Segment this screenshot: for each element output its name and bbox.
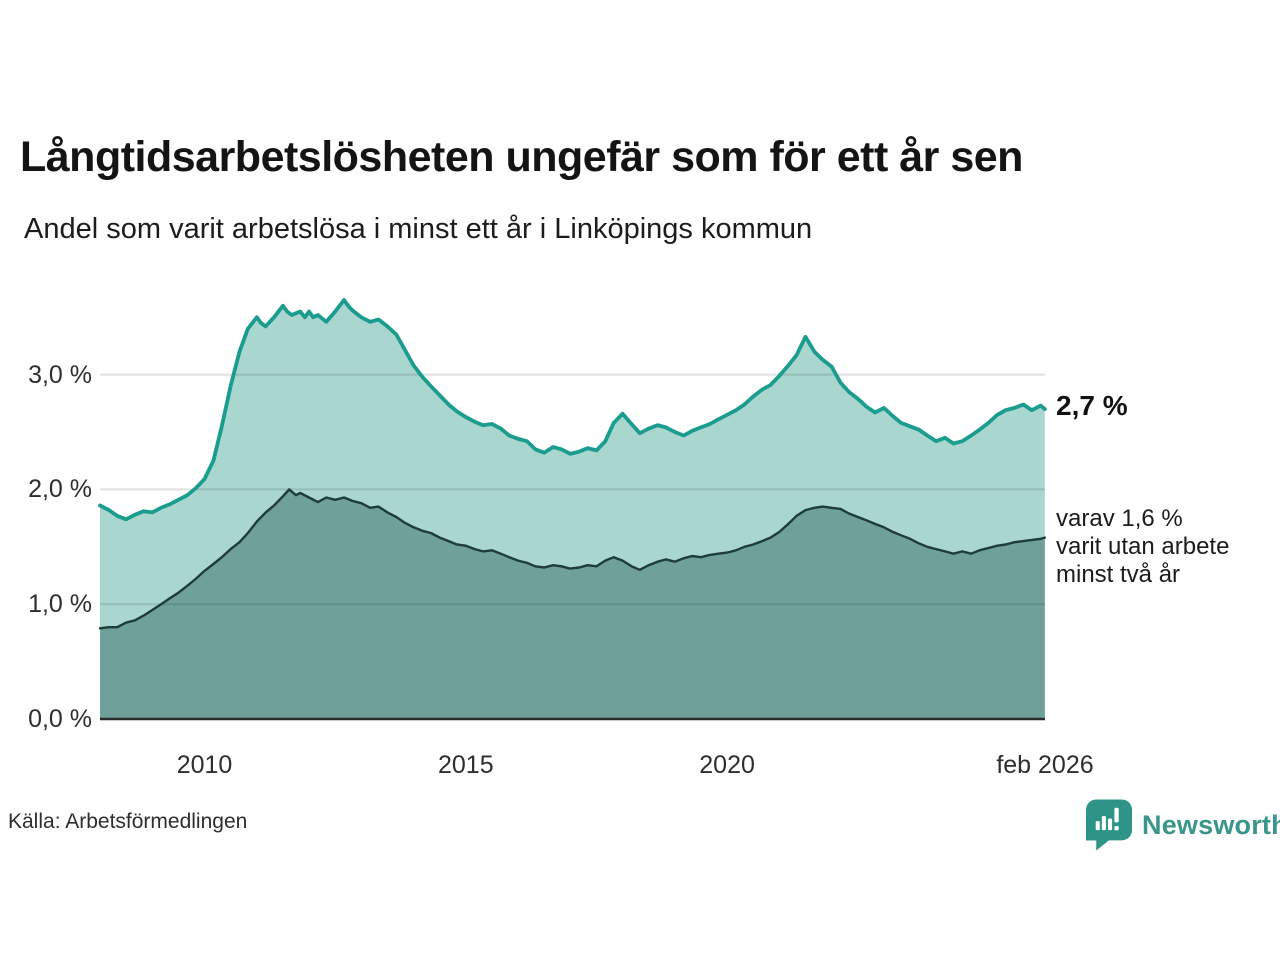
line-unemployed-two-years — [98, 488, 1046, 630]
x-tick-label: 2015 — [438, 751, 494, 779]
y-tick-label: 2,0 % — [28, 475, 92, 504]
x-tick-label: 2020 — [699, 751, 755, 779]
gridlines — [100, 373, 1045, 606]
detail-annotation-line: varav 1,6 % — [1056, 505, 1183, 532]
logo-exclamation-icon — [1114, 807, 1119, 823]
x-tick-label: feb 2026 — [996, 751, 1094, 779]
newsworthy-logo: Newsworthy — [1086, 799, 1280, 851]
y-tick-label: 3,0 % — [28, 360, 92, 389]
logo-bar-icon — [1107, 818, 1113, 831]
newsworthy-icon — [1086, 799, 1132, 851]
source-label: Källa: Arbetsförmedlingen — [8, 810, 248, 833]
y-tick-label: 1,0 % — [28, 590, 92, 619]
y-tick-label: 0,0 % — [28, 705, 92, 733]
detail-annotation-line: minst två år — [1056, 561, 1181, 588]
area-unemployed-two-years — [100, 489, 1045, 719]
logo-bar-icon — [1095, 821, 1100, 831]
detail-annotation-line: varit utan arbete — [1056, 533, 1230, 560]
logo-exclamation-dot-icon — [1114, 826, 1119, 831]
line-unemployed-one-year — [98, 298, 1047, 522]
newsworthy-wordmark: Newsworthy — [1142, 809, 1280, 840]
x-tick-label: 2010 — [176, 751, 233, 779]
latest-value-label: 2,7 % — [1056, 390, 1128, 421]
page-title: Långtidsarbetslösheten ungefär som för e… — [20, 133, 1023, 181]
detail-annotation: varav 1,6 % varit utan arbete minst två … — [1056, 505, 1229, 589]
logo-bar-icon — [1101, 816, 1106, 831]
page-subtitle: Andel som varit arbetslösa i minst ett å… — [24, 213, 813, 245]
